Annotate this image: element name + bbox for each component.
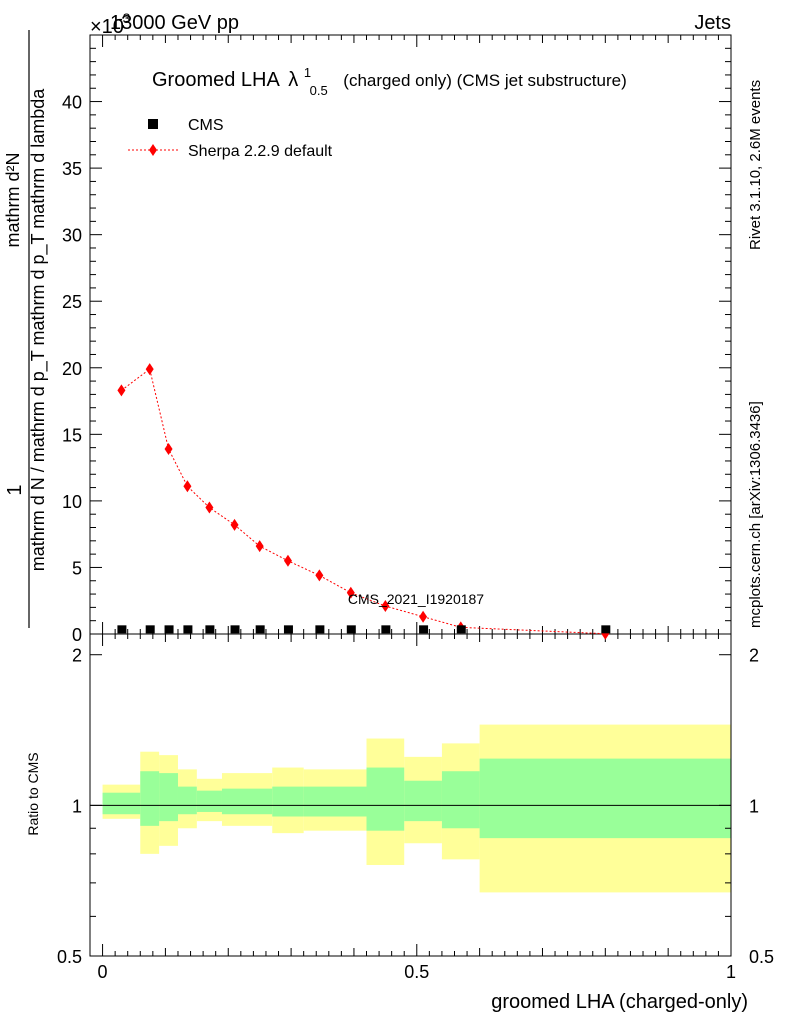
ratio-band-inner-1 [140,771,160,826]
mc-point [346,586,355,599]
ratio-panel-frame [89,633,732,957]
legend-mc-label: Sherpa 2.2.9 default [188,143,333,160]
cms-point [283,625,293,634]
x-tick-label: 0 [98,962,108,982]
ratio-y-tick-label-right: 1 [749,796,759,816]
ylabel-denominator: mathrm d N / mathrm d p_T mathrm d p_T m… [28,88,49,571]
mc-point [283,554,292,567]
legend: CMS Sherpa 2.2.9 default [128,117,333,160]
mc-point [164,442,173,455]
mc-point [315,569,324,582]
legend-mc-marker [149,144,157,156]
ratio-band-inner-2 [159,773,178,822]
mc-point [381,600,390,613]
series [117,363,611,640]
title-rest: (charged only) (CMS jet substructure) [343,71,626,90]
mc-point [145,363,154,376]
cms-point [346,625,356,634]
main-y-tick-label: 10 [62,492,82,512]
cms-point [183,625,193,634]
side-text-rivet: Rivet 3.1.10, 2.6M events [747,80,764,250]
cms-point [164,625,174,634]
main-y-tick-label: 35 [62,159,82,179]
ratio-band-inner-7 [303,786,367,817]
header-process: Jets [694,12,731,34]
main-y-tick-label: 15 [62,425,82,445]
x-tick-label: 1 [726,962,736,982]
ratio-band-inner-0 [102,792,141,815]
mc-point [255,540,264,553]
main-y-tick-label: 25 [62,292,82,312]
plot-title: Groomed LHA λ 1 0.5 (charged only) (CMS … [152,60,627,100]
ratio-y-tick-label-right: 0.5 [749,947,774,967]
title-sup: 1 [304,65,311,80]
ratio-band-inner-6 [272,786,304,817]
title-main: Groomed LHA [152,69,280,91]
cms-point [117,625,127,634]
ratio-band-inner-10 [441,771,480,829]
title-lambda: λ [288,69,298,91]
ylabel-prefix: 1 [4,484,26,495]
main-y-tick-label: 20 [62,359,82,379]
main-panel-frame [89,34,732,635]
header-energy: 13000 GeV pp [110,12,239,34]
cms-point [255,625,265,634]
main-y-tick-label: 30 [62,226,82,246]
ratio-y-tick-label: 1 [72,796,82,816]
exponent-label: ×10 [90,16,124,38]
cms-point [230,625,240,634]
ratio-band-inner-11 [479,758,731,839]
cms-point [381,625,391,634]
ylabel-numerator: mathrm d²N [3,152,23,247]
exponent-power: -3 [118,10,131,26]
ratio-band-inner-5 [221,788,273,815]
cms-point [419,625,429,634]
ratio-band-inner-3 [177,786,197,815]
mc-point [205,501,214,514]
cms-point [145,625,155,634]
x-tick-label: 0.5 [404,962,429,982]
mc-point [117,384,126,397]
ratio-ylabel: Ratio to CMS [25,752,41,835]
watermark: CMS_2021_I1920187 [348,591,484,607]
main-y-tick-label: 5 [72,558,82,578]
cms-point [456,625,466,634]
ratio-y-tick-label: 2 [72,646,82,666]
legend-cms-label: CMS [188,117,224,134]
side-text-mcplots: mcplots.cern.ch [arXiv:1306.3436] [747,401,764,628]
mc-series-line [121,368,606,635]
mc-point [183,480,192,493]
mc-point [419,610,428,623]
ratio-band-inner-8 [366,767,405,831]
cms-point [205,625,215,634]
ratio-bands [90,724,731,893]
mc-point [230,518,239,531]
ratio-y-tick-label-right: 2 [749,646,759,666]
x-axis-label: groomed LHA (charged-only) [491,991,748,1013]
cms-point [315,625,325,634]
y-axis-label: 1 mathrm d²N mathrm d N / mathrm d p_T m… [3,30,49,628]
legend-cms-marker [148,119,158,129]
title-sub: 0.5 [310,83,328,98]
ratio-y-tick-label: 0.5 [57,947,82,967]
main-y-tick-label: 0 [72,625,82,645]
cms-point [601,625,611,634]
ratio-band-inner-9 [404,780,442,822]
main-y-tick-label: 40 [62,93,82,113]
ratio-band-inner-4 [196,790,222,812]
